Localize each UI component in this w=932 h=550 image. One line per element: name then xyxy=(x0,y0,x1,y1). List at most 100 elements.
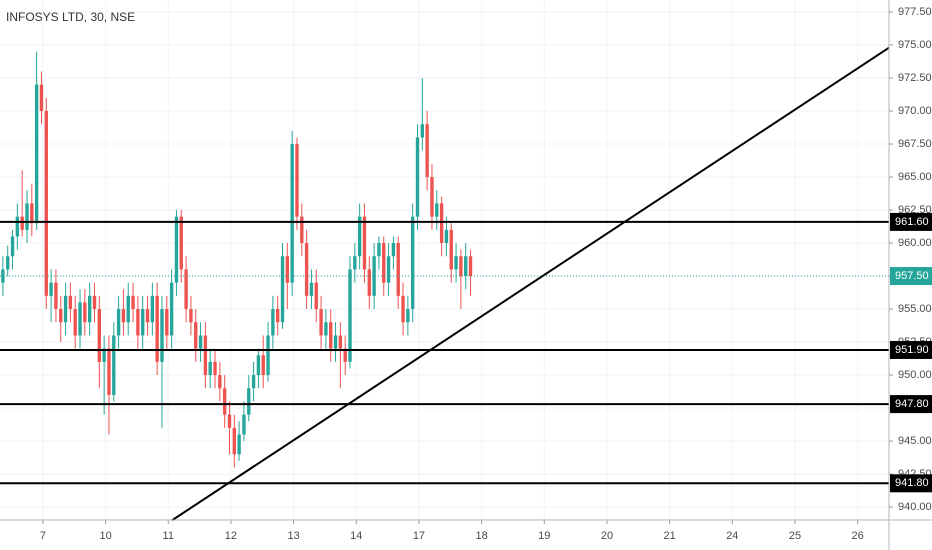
marks xyxy=(0,46,890,522)
candle-body xyxy=(34,84,39,224)
candle-body xyxy=(357,216,362,257)
candle-body xyxy=(189,309,193,323)
candle-body xyxy=(131,295,135,310)
y-tick-label: 955.00 xyxy=(898,303,932,315)
y-tick-label: 945.00 xyxy=(898,435,932,447)
candle-body xyxy=(160,309,164,362)
x-tick-label: 13 xyxy=(287,530,299,542)
level-label: 951.90 xyxy=(895,344,929,356)
candle-body xyxy=(174,216,179,283)
y-tick-label: 977.50 xyxy=(898,6,932,18)
candle-body xyxy=(459,256,463,277)
candle-body xyxy=(319,309,323,336)
level-label-box xyxy=(890,212,932,231)
candle-body xyxy=(15,216,20,237)
candle-body xyxy=(141,309,145,336)
candle-body xyxy=(280,256,285,323)
x-tick-label: 26 xyxy=(852,530,864,542)
x-tick-label: 12 xyxy=(225,530,237,542)
candle-body xyxy=(276,309,280,323)
candle-body xyxy=(324,322,328,336)
candle-body xyxy=(377,243,381,257)
candle-body xyxy=(97,309,102,362)
candle-body xyxy=(439,203,444,244)
level-label-box xyxy=(890,395,932,414)
candle-body xyxy=(112,335,116,395)
candle-body xyxy=(256,355,261,376)
y-tick-label: 960.00 xyxy=(898,237,932,249)
candle-body xyxy=(468,256,473,277)
candle-body xyxy=(449,229,453,270)
y-tick-label: 970.00 xyxy=(898,105,932,117)
candle-body xyxy=(54,282,58,310)
candle-body xyxy=(333,335,338,349)
candle-body xyxy=(295,144,299,217)
chart-title: INFOSYS LTD, 30, NSE xyxy=(6,10,135,24)
candle-body xyxy=(285,256,290,283)
candle-body xyxy=(92,295,97,310)
candle-body xyxy=(83,302,87,323)
x-tick-label: 21 xyxy=(664,530,676,542)
candle-body xyxy=(1,269,5,283)
candle-body xyxy=(343,348,347,362)
candle-body xyxy=(49,282,53,296)
x-tick-label: 17 xyxy=(413,530,425,542)
candle-body xyxy=(10,236,15,257)
candle-body xyxy=(251,375,256,389)
x-tick-label: 7 xyxy=(40,530,46,542)
candle-body xyxy=(150,295,155,323)
candle-body xyxy=(102,348,106,362)
candle-body xyxy=(6,256,10,270)
last-price-label: 957.50 xyxy=(895,270,929,282)
candle-body xyxy=(198,335,203,349)
y-tick-label: 950.00 xyxy=(898,369,932,381)
candle-body xyxy=(237,434,241,455)
candle-body xyxy=(410,216,415,310)
candle-body xyxy=(78,302,82,336)
candle-body xyxy=(213,361,217,376)
candle-body xyxy=(367,269,371,296)
candle-body xyxy=(169,282,174,336)
candle-body xyxy=(372,256,376,296)
x-tick-label: 20 xyxy=(601,530,613,542)
candle-body xyxy=(242,414,246,435)
candle-body xyxy=(309,282,314,296)
candle-body xyxy=(348,269,352,362)
candle-body xyxy=(401,295,405,323)
candle-body xyxy=(454,256,458,270)
candle-body xyxy=(107,348,111,395)
y-tick-label: 975.00 xyxy=(898,39,932,51)
candle-body xyxy=(145,309,150,323)
candle-body xyxy=(386,256,391,283)
candle-body xyxy=(116,309,121,336)
x-tick-label: 14 xyxy=(350,530,362,542)
candle-body xyxy=(184,269,188,310)
candle-body xyxy=(435,203,439,217)
candle-body xyxy=(227,414,232,428)
candle-body xyxy=(300,216,304,244)
candle-body xyxy=(232,427,236,455)
candle-body xyxy=(63,295,68,323)
candle-body xyxy=(314,282,318,310)
trend-line xyxy=(171,46,890,522)
y-tick-label: 940.00 xyxy=(898,501,932,513)
candle-body xyxy=(406,309,410,323)
x-tick-label: 11 xyxy=(163,530,174,542)
candle-body xyxy=(25,203,29,230)
candle-body xyxy=(87,295,92,323)
candle-body xyxy=(165,309,169,336)
candle-body xyxy=(391,243,396,257)
candle-body xyxy=(430,177,434,217)
candle-body xyxy=(396,243,400,296)
candle-body xyxy=(415,137,420,217)
candle-body xyxy=(420,124,425,138)
candle-body xyxy=(44,111,48,296)
candle-body xyxy=(271,309,275,336)
y-tick-label: 972.50 xyxy=(898,72,932,84)
candle-body xyxy=(338,335,343,349)
level-label: 947.80 xyxy=(895,398,929,410)
y-tick-label: 965.00 xyxy=(898,171,932,183)
candle-body xyxy=(121,309,126,323)
